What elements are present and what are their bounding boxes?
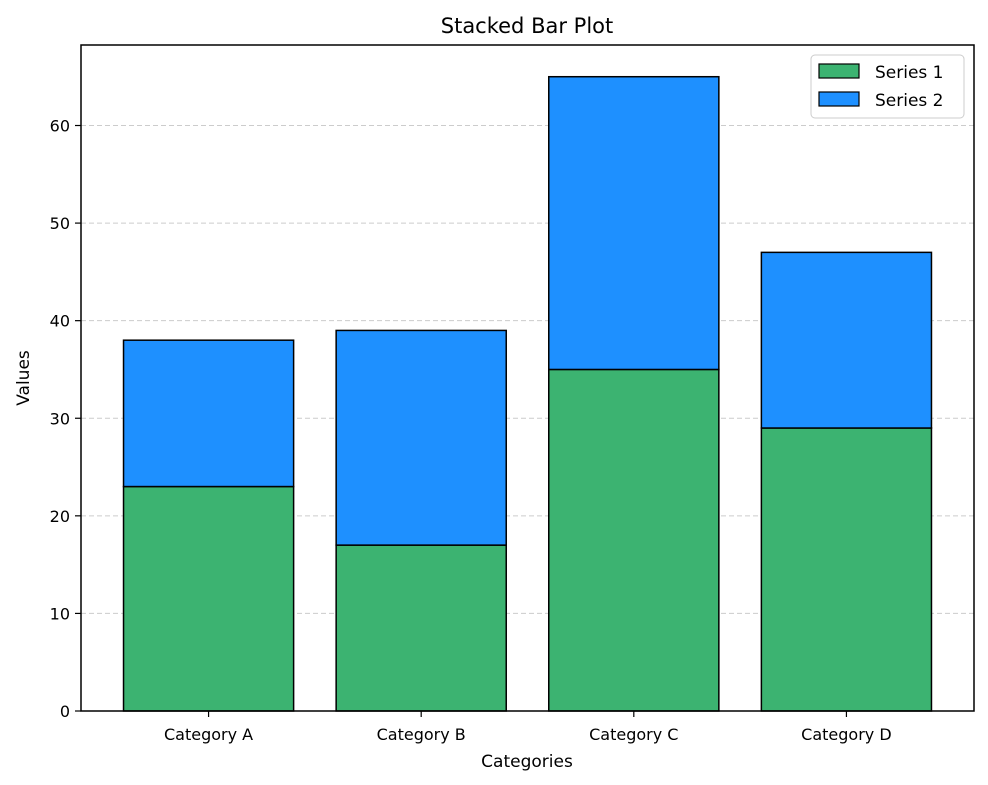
- x-tick-label: Category A: [164, 725, 253, 744]
- bar-series-2-category-a: [122, 339, 295, 488]
- y-tick-label: 30: [50, 409, 70, 428]
- legend-swatch-series-1: [818, 63, 860, 79]
- legend-label-series-1: Series 1: [875, 63, 944, 83]
- plot-area-frame: [80, 44, 975, 712]
- legend-label-series-2: Series 2: [875, 91, 944, 111]
- x-tick-label: Category D: [801, 725, 892, 744]
- y-tick-label: 60: [50, 117, 70, 136]
- x-tick-label: Category C: [589, 725, 678, 744]
- y-tick-label: 50: [50, 214, 70, 233]
- x-axis-label: Categories: [481, 752, 573, 772]
- bar-series-2-category-c: [548, 75, 720, 371]
- y-tick-label: 40: [50, 312, 70, 331]
- chart-title: Stacked Bar Plot: [441, 14, 613, 38]
- y-tick-label: 0: [60, 702, 70, 721]
- legend-swatch-series-2: [818, 91, 860, 107]
- x-tick-label: Category B: [377, 725, 466, 744]
- y-axis-ticks: 0 10 20 30 40 50 60: [50, 117, 81, 721]
- legend: Series 1 Series 2: [810, 54, 965, 119]
- bar-series-1-category-c: [548, 368, 720, 712]
- x-axis-ticks: Category A Category B Category C Category D: [164, 711, 892, 744]
- y-tick-label: 10: [50, 604, 70, 623]
- bar-series-2-category-d: [760, 251, 933, 429]
- y-axis-label: Values: [14, 350, 34, 406]
- bar-series-2-category-b: [335, 329, 507, 546]
- bar-series-1-category-b: [335, 544, 507, 712]
- bar-series-1-category-a: [122, 485, 295, 712]
- y-tick-label: 20: [50, 507, 70, 526]
- bars: [122, 75, 933, 712]
- bar-series-1-category-d: [760, 427, 933, 712]
